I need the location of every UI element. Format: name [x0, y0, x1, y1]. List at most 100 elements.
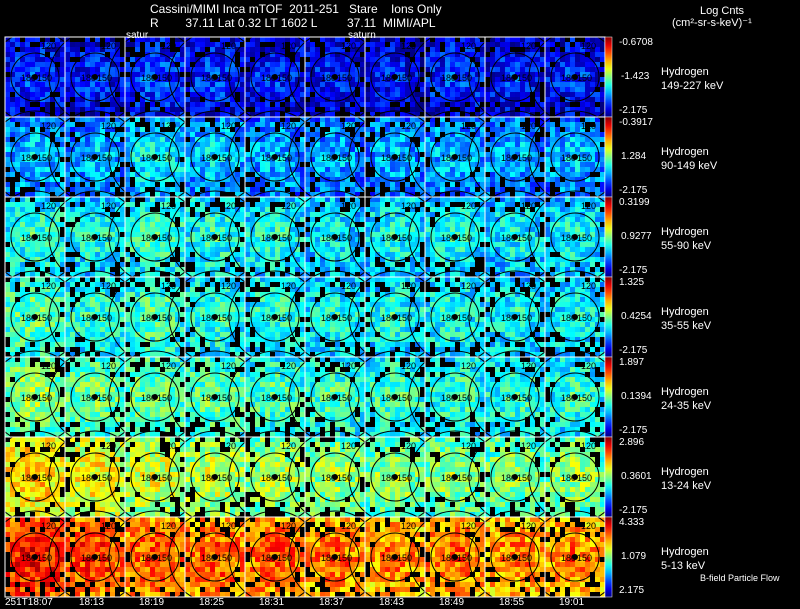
- heatmap-pixel: [165, 72, 170, 77]
- heatmap-pixel: [450, 147, 455, 152]
- heatmap-pixel: [425, 202, 430, 207]
- heatmap-pixel: [545, 187, 550, 192]
- heatmap-pixel: [35, 232, 40, 237]
- heatmap-pixel: [455, 262, 460, 267]
- heatmap-pixel: [315, 102, 320, 107]
- heatmap-pixel: [190, 117, 195, 122]
- heatmap-pixel: [160, 192, 165, 197]
- heatmap-pixel: [85, 107, 90, 112]
- heatmap-pixel: [465, 117, 470, 122]
- heatmap-pixel: [590, 117, 595, 122]
- ring-label: 120: [161, 121, 176, 131]
- heatmap-pixel: [460, 87, 465, 92]
- heatmap-pixel: [290, 37, 295, 42]
- heatmap-pixel: [450, 207, 455, 212]
- heatmap-pixel: [290, 262, 295, 267]
- heatmap-pixel: [210, 252, 215, 257]
- heatmap-pixel: [570, 137, 575, 142]
- heatmap-pixel: [255, 232, 260, 237]
- heatmap-pixel: [460, 147, 465, 152]
- heatmap-pixel: [150, 257, 155, 262]
- heatmap-pixel: [440, 157, 445, 162]
- heatmap-pixel: [270, 232, 275, 237]
- heatmap-pixel: [340, 72, 345, 77]
- heatmap-pixel: [245, 247, 250, 252]
- heatmap-pixel: [380, 267, 385, 272]
- heatmap-pixel: [30, 177, 35, 182]
- heatmap-pixel: [85, 167, 90, 172]
- heatmap-pixel: [580, 127, 585, 132]
- heatmap-pixel: [590, 127, 595, 132]
- heatmap-pixel: [40, 262, 45, 267]
- heatmap-pixel: [230, 47, 235, 52]
- heatmap-pixel: [50, 267, 55, 272]
- heatmap-pixel: [90, 112, 95, 117]
- heatmap-pixel: [505, 37, 510, 42]
- heatmap-pixel: [200, 102, 205, 107]
- heatmap-pixel: [105, 242, 110, 247]
- heatmap-pixel: [495, 77, 500, 82]
- heatmap-pixel: [125, 252, 130, 257]
- heatmap-pixel: [520, 197, 525, 202]
- heatmap-pixel: [85, 237, 90, 242]
- heatmap-pixel: [225, 37, 230, 42]
- heatmap-pixel: [220, 232, 225, 237]
- heatmap-pixel: [425, 272, 430, 277]
- heatmap-pixel: [205, 127, 210, 132]
- heatmap-pixel: [320, 227, 325, 232]
- heatmap-pixel: [510, 147, 515, 152]
- heatmap-pixel: [70, 62, 75, 67]
- heatmap-pixel: [530, 197, 535, 202]
- heatmap-pixel: [450, 47, 455, 52]
- heatmap-pixel: [225, 202, 230, 207]
- heatmap-pixel: [15, 42, 20, 47]
- heatmap-pixel: [90, 97, 95, 102]
- heatmap-pixel: [305, 212, 310, 217]
- saturn-direction-mark: [392, 74, 398, 80]
- heatmap-pixel: [235, 212, 240, 217]
- heatmap-pixel: [530, 117, 535, 122]
- heatmap-pixel: [580, 67, 585, 72]
- heatmap-pixel: [170, 237, 175, 242]
- heatmap-pixel: [105, 212, 110, 217]
- heatmap-pixel: [420, 132, 425, 137]
- heatmap-pixel: [460, 77, 465, 82]
- heatmap-pixel: [140, 247, 145, 252]
- heatmap-pixel: [440, 142, 445, 147]
- heatmap-pixel: [520, 222, 525, 227]
- heatmap-pixel: [105, 222, 110, 227]
- heatmap-pixel: [415, 132, 420, 137]
- heatmap-pixel: [555, 182, 560, 187]
- heatmap-pixel: [460, 102, 465, 107]
- heatmap-pixel: [600, 182, 605, 187]
- heatmap-pixel: [270, 262, 275, 267]
- heatmap-pixel: [5, 137, 10, 142]
- heatmap-pixel: [370, 267, 375, 272]
- heatmap-pixel: [20, 197, 25, 202]
- heatmap-pixel: [495, 142, 500, 147]
- heatmap-pixel: [545, 62, 550, 67]
- heatmap-pixel: [95, 122, 100, 127]
- heatmap-pixel: [205, 247, 210, 252]
- heatmap-pixel: [265, 137, 270, 142]
- heatmap-pixel: [325, 167, 330, 172]
- heatmap-pixel: [95, 262, 100, 267]
- heatmap-pixel: [270, 222, 275, 227]
- heatmap-pixel: [200, 242, 205, 247]
- heatmap-pixel: [525, 222, 530, 227]
- heatmap-pixel: [285, 207, 290, 212]
- heatmap-pixel: [485, 157, 490, 162]
- heatmap-pixel: [5, 112, 10, 117]
- heatmap-pixel: [30, 252, 35, 257]
- heatmap-pixel: [135, 82, 140, 87]
- heatmap-pixel: [405, 62, 410, 67]
- heatmap-pixel: [295, 87, 300, 92]
- heatmap-pixel: [165, 137, 170, 142]
- heatmap-pixel: [515, 167, 520, 172]
- heatmap-pixel: [60, 62, 65, 67]
- heatmap-pixel: [390, 187, 395, 192]
- heatmap-pixel: [280, 77, 285, 82]
- heatmap-pixel: [45, 272, 50, 277]
- heatmap-pixel: [190, 102, 195, 107]
- heatmap-pixel: [470, 42, 475, 47]
